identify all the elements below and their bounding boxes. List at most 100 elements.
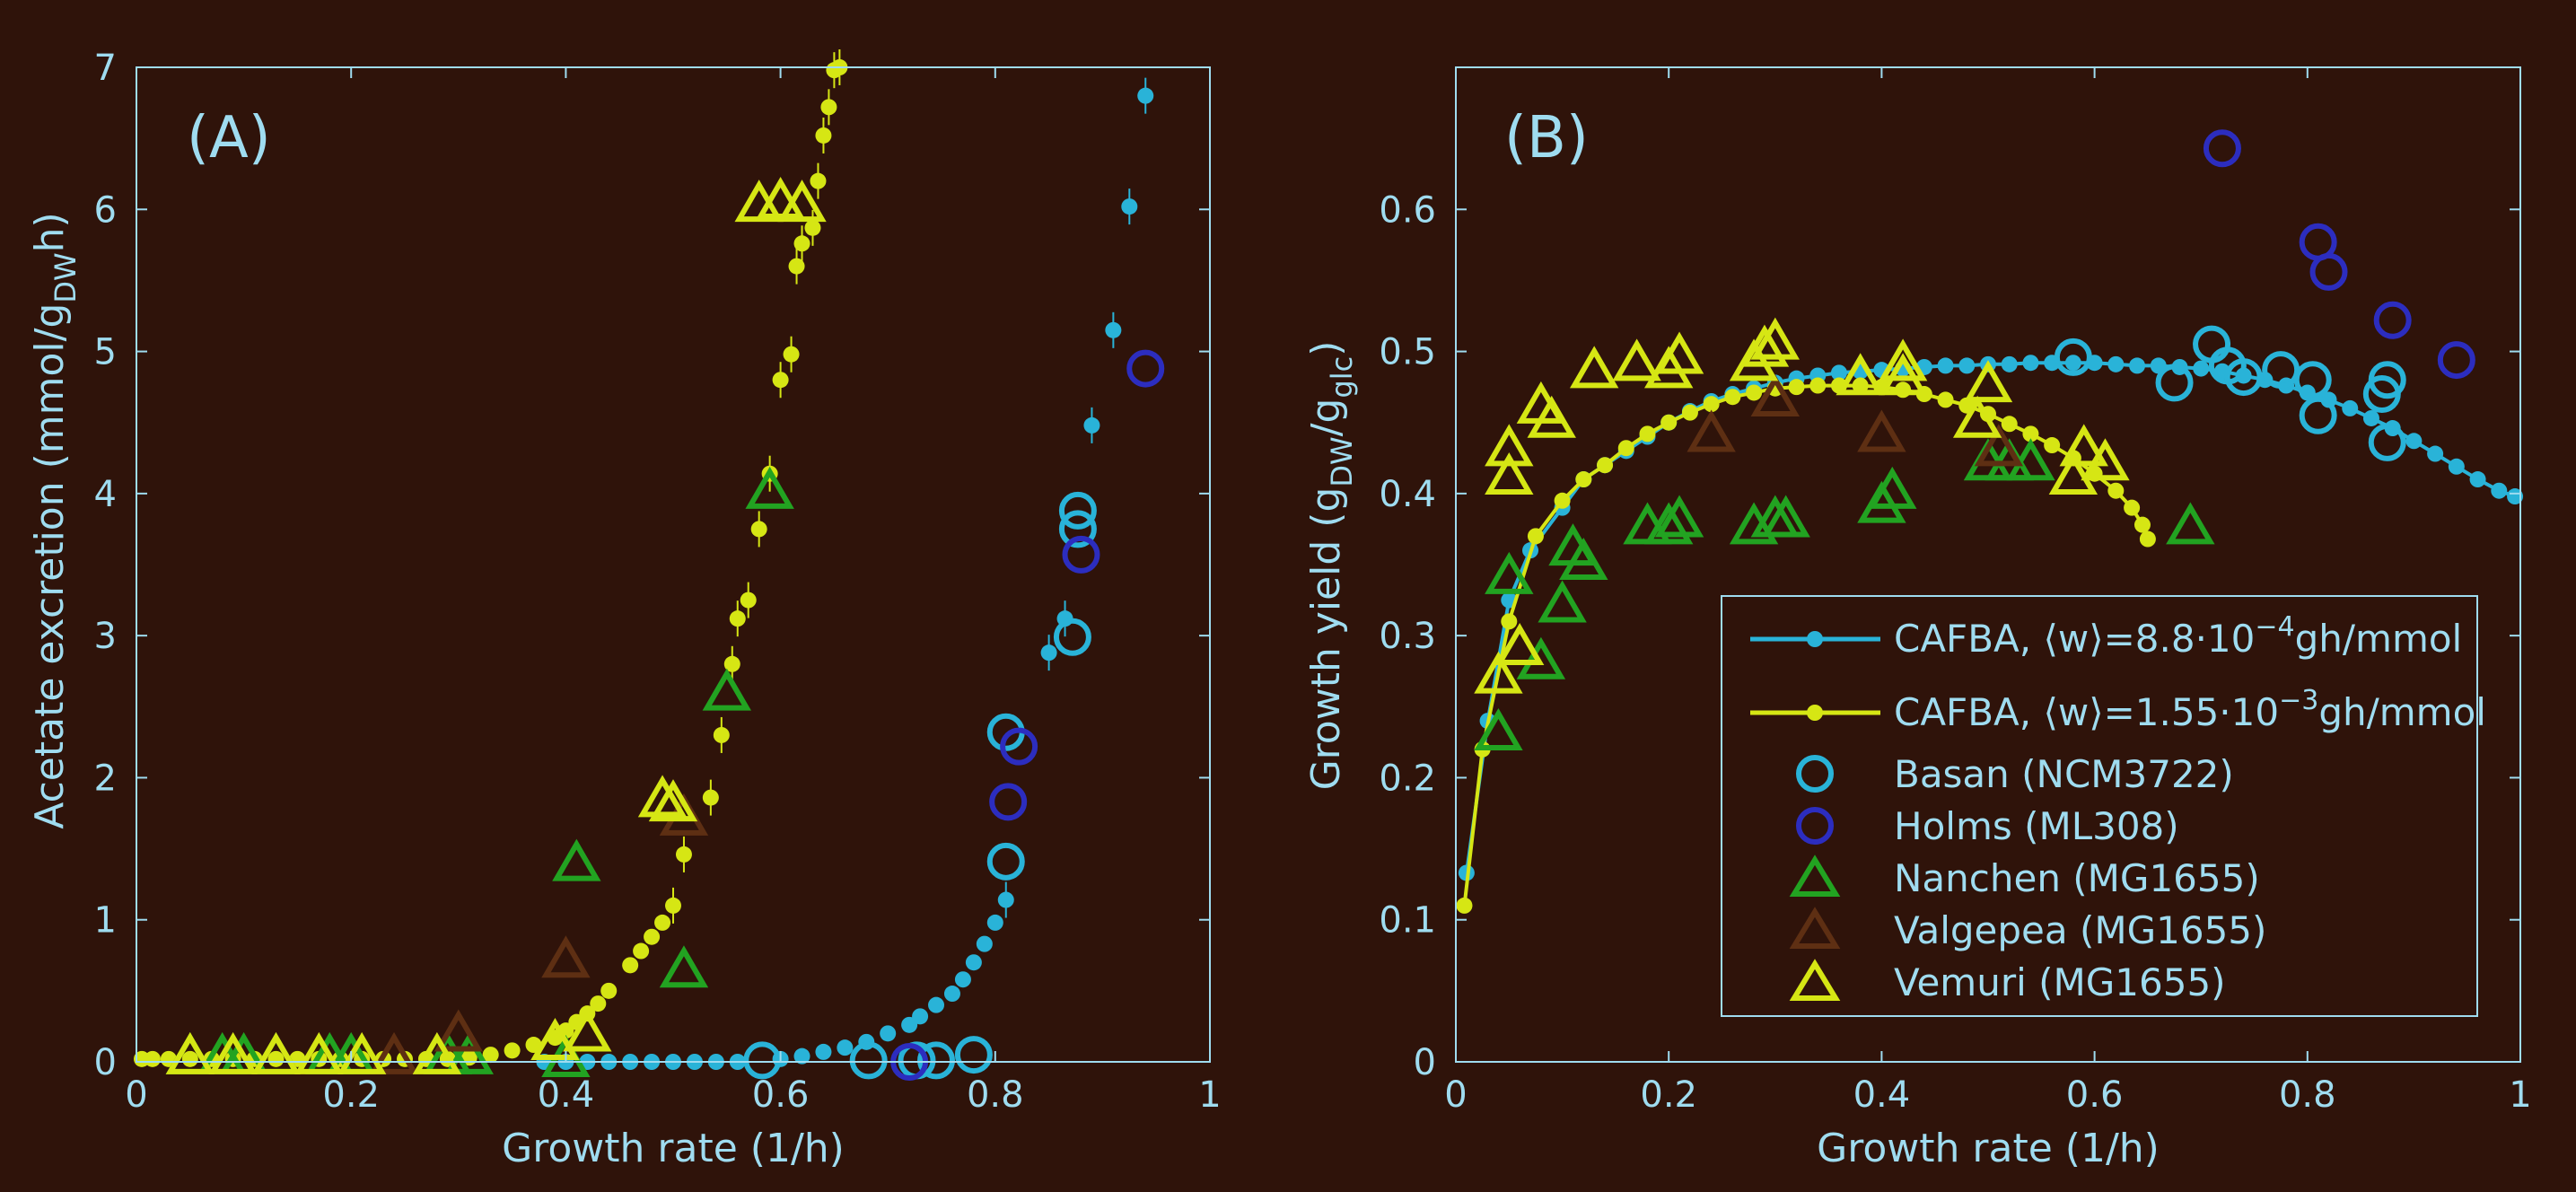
data-point-circle — [2368, 423, 2406, 461]
data-point-circle — [2437, 341, 2475, 380]
panel-a-y-axis-label-tail: h) — [27, 212, 73, 252]
data-point — [912, 1008, 929, 1025]
panel-a-y-tick-label: 2 — [94, 758, 117, 799]
data-point-triangle — [637, 775, 688, 818]
data-point — [793, 235, 810, 252]
data-point — [504, 1042, 521, 1059]
legend-item-vemuri: Vemuri (MG1655) — [1789, 959, 2226, 1004]
data-point-circle — [1058, 510, 1097, 548]
panel-a: 0 0.2 0.4 0.6 0.8 1 0 1 2 3 4 5 6 7 (A) Growth rate (… — [27, 48, 1222, 1171]
data-point-triangle — [1878, 353, 1928, 396]
data-point — [986, 914, 1003, 931]
data-point — [1746, 384, 1763, 401]
data-point-triangle — [1687, 409, 1736, 452]
panel-a-series-cafba_w2 — [133, 49, 848, 1067]
data-point — [2448, 458, 2465, 475]
panel-b-y-tick-label: 0.6 — [1379, 189, 1436, 231]
data-point-triangle — [1485, 424, 1534, 467]
legend-label-cafba-w2: CAFBA, ⟨w⟩=1.55·10−3gh/mmol — [1894, 685, 2486, 734]
data-point-triangle — [1761, 495, 1810, 538]
data-point — [1660, 414, 1678, 431]
data-point-triangle — [552, 838, 601, 881]
data-point — [2469, 471, 2486, 488]
data-point — [482, 1047, 499, 1064]
data-point-triangle — [1654, 495, 1704, 538]
data-point — [772, 372, 789, 389]
panel-b-x-tick-label: 0.2 — [1640, 1074, 1697, 1116]
data-point-triangle — [1538, 580, 1587, 623]
data-point — [2507, 488, 2524, 505]
legend-item-cafba-w1: CAFBA, ⟨w⟩=8.8·10−4gh/mmol — [1750, 611, 2462, 661]
panel-a-y-tick-label: 1 — [94, 900, 117, 942]
legend-label-cafba-w2-sup: −3 — [2279, 685, 2318, 716]
data-point-triangle — [745, 466, 794, 509]
data-point — [740, 592, 757, 609]
data-point-triangle — [1474, 707, 1523, 750]
panel-b-x-axis-label: Growth rate (1/h) — [1817, 1126, 2160, 1171]
panel-a-y-axis-label: Acetate excretion (mmol/gDWh) — [27, 212, 83, 828]
legend-label-cafba-w1: CAFBA, ⟨w⟩=8.8·10−4gh/mmol — [1894, 611, 2462, 661]
data-point-triangle — [1485, 551, 1534, 594]
legend-dot-cafba-w1 — [1807, 631, 1823, 647]
data-point — [1937, 391, 1954, 408]
data-point — [2193, 360, 2210, 377]
data-point — [2044, 437, 2061, 454]
panel-b-y-axis-label: Growth yield (gDW/gglc) — [1303, 341, 1359, 791]
data-point-triangle — [1494, 622, 1545, 665]
data-point — [644, 928, 661, 945]
legend-item-nanchen: Nanchen (MG1655) — [1789, 855, 2260, 900]
data-point-triangle — [659, 945, 709, 988]
panel-a-x-tick-label: 0.4 — [538, 1074, 595, 1116]
data-point — [820, 99, 837, 116]
panel-b-series-nanchen — [1474, 438, 2215, 750]
data-point — [590, 995, 607, 1012]
data-point-triangle — [444, 1031, 494, 1074]
data-point-circle — [2368, 361, 2406, 399]
data-point-circle — [1058, 491, 1097, 530]
panel-a-y-tick-label: 3 — [94, 616, 117, 657]
legend-label-basan: Basan (NCM3722) — [1894, 752, 2234, 796]
data-point-circle — [1053, 618, 1091, 656]
data-point-triangle — [1739, 324, 1790, 367]
panel-b-axes-frame — [1455, 66, 2521, 1063]
panel-a-label: (A) — [187, 105, 271, 171]
data-point — [2001, 355, 2018, 372]
data-point — [675, 846, 692, 863]
panel-b-series-holms — [2203, 129, 2475, 380]
panel-a-y-tick-label: 7 — [94, 48, 117, 89]
legend-label-nanchen: Nanchen (MG1655) — [1894, 856, 2260, 900]
legend-label-holms: Holms (ML308) — [1894, 804, 2179, 848]
data-point — [622, 957, 639, 974]
data-point — [267, 1050, 285, 1067]
data-point — [2342, 399, 2359, 416]
data-point-triangle — [2166, 502, 2215, 545]
data-point-triangle — [1654, 331, 1704, 374]
data-point-triangle — [1868, 466, 1917, 509]
data-point-circle — [2224, 358, 2263, 397]
data-point-circle — [2203, 129, 2241, 168]
panel-a-x-tick-label: 1 — [1198, 1074, 1221, 1116]
data-point — [2139, 530, 2156, 548]
panel-b-y-tick-label: 0 — [1414, 1042, 1436, 1083]
data-point — [1597, 457, 1614, 474]
data-point-circle — [1126, 349, 1165, 388]
data-point-triangle — [702, 668, 752, 711]
data-point-triangle — [648, 779, 698, 822]
data-point-triangle — [165, 1031, 215, 1074]
data-point-circle — [2155, 364, 2194, 402]
panel-b-label: (B) — [1504, 105, 1589, 171]
data-point-triangle — [1559, 538, 1608, 580]
data-point — [1083, 416, 1100, 434]
data-point — [633, 942, 650, 960]
data-point — [2427, 445, 2444, 462]
data-point — [654, 914, 671, 931]
data-point-circle — [2054, 337, 2092, 376]
data-point-triangle — [2081, 438, 2130, 481]
data-point-circle — [1000, 727, 1038, 766]
data-point-triangle — [2006, 438, 2055, 481]
data-point — [1121, 198, 1138, 215]
data-point-triangle — [1750, 317, 1801, 360]
panel-b-y-tick-label: 0.5 — [1379, 332, 1436, 373]
panel-a-x-tick-label: 0 — [125, 1074, 147, 1116]
data-point — [2405, 433, 2423, 450]
